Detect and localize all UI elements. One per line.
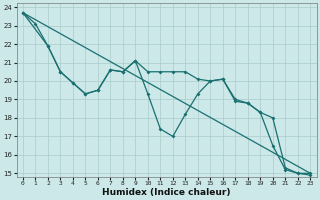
X-axis label: Humidex (Indice chaleur): Humidex (Indice chaleur) bbox=[102, 188, 231, 197]
